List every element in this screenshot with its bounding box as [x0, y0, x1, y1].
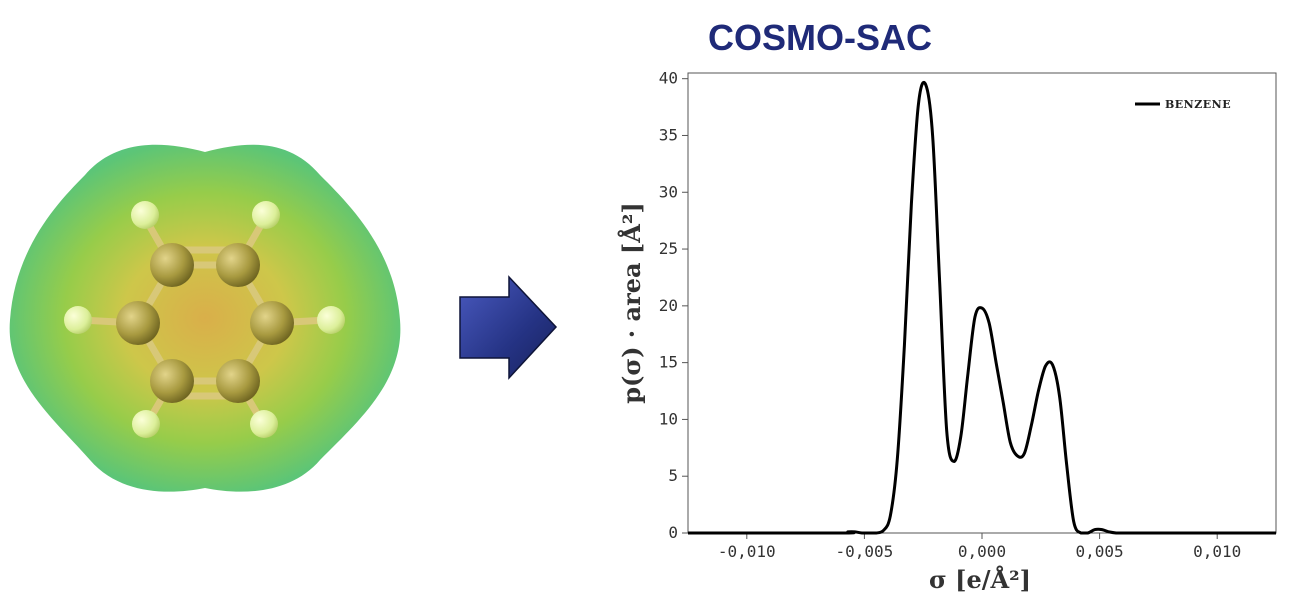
y-tick-label: 5	[668, 466, 678, 485]
y-tick-label: 25	[659, 239, 678, 258]
legend-label-benzene: BENZENE	[1165, 98, 1231, 111]
y-tick-label: 15	[659, 353, 678, 372]
x-tick-label: 0,010	[1193, 542, 1241, 561]
y-axis-label: p(σ) · area [Å²]	[617, 202, 646, 403]
y-tick-label: 40	[659, 69, 678, 88]
page-title: COSMO-SAC	[708, 17, 932, 58]
electrostatic-surface	[9, 144, 401, 492]
x-tick-label: 0,000	[958, 542, 1006, 561]
hydrogen-atoms	[64, 201, 345, 438]
series-line-benzene	[688, 80, 1276, 535]
arrow-right-icon	[459, 275, 558, 380]
y-tick-label: 20	[659, 296, 678, 315]
plot-frame	[687, 72, 1277, 534]
y-tick-label: 10	[659, 409, 678, 428]
carbon-atoms	[116, 243, 294, 403]
x-tick-label: -0,010	[718, 542, 776, 561]
y-tick-label: 35	[659, 125, 678, 144]
y-axis-ticks: 0 5 10 15 20 25 30 35 40	[659, 69, 688, 542]
benzene-surface-icon	[9, 144, 401, 492]
x-tick-label: 0,005	[1076, 542, 1124, 561]
y-tick-label: 0	[668, 523, 678, 542]
y-tick-label: 30	[659, 182, 678, 201]
x-axis-ticks: -0,010 -0,005 0,000 0,005 0,010	[718, 533, 1241, 561]
legend: BENZENE	[1135, 98, 1231, 111]
x-axis-label: σ [e/Å²]	[929, 565, 1031, 594]
x-tick-label: -0,005	[836, 542, 894, 561]
sigma-profile-chart: 0 5 10 15 20 25 30 35 40 -0,010 -0,005 0,000 0,005 0…	[617, 69, 1277, 594]
